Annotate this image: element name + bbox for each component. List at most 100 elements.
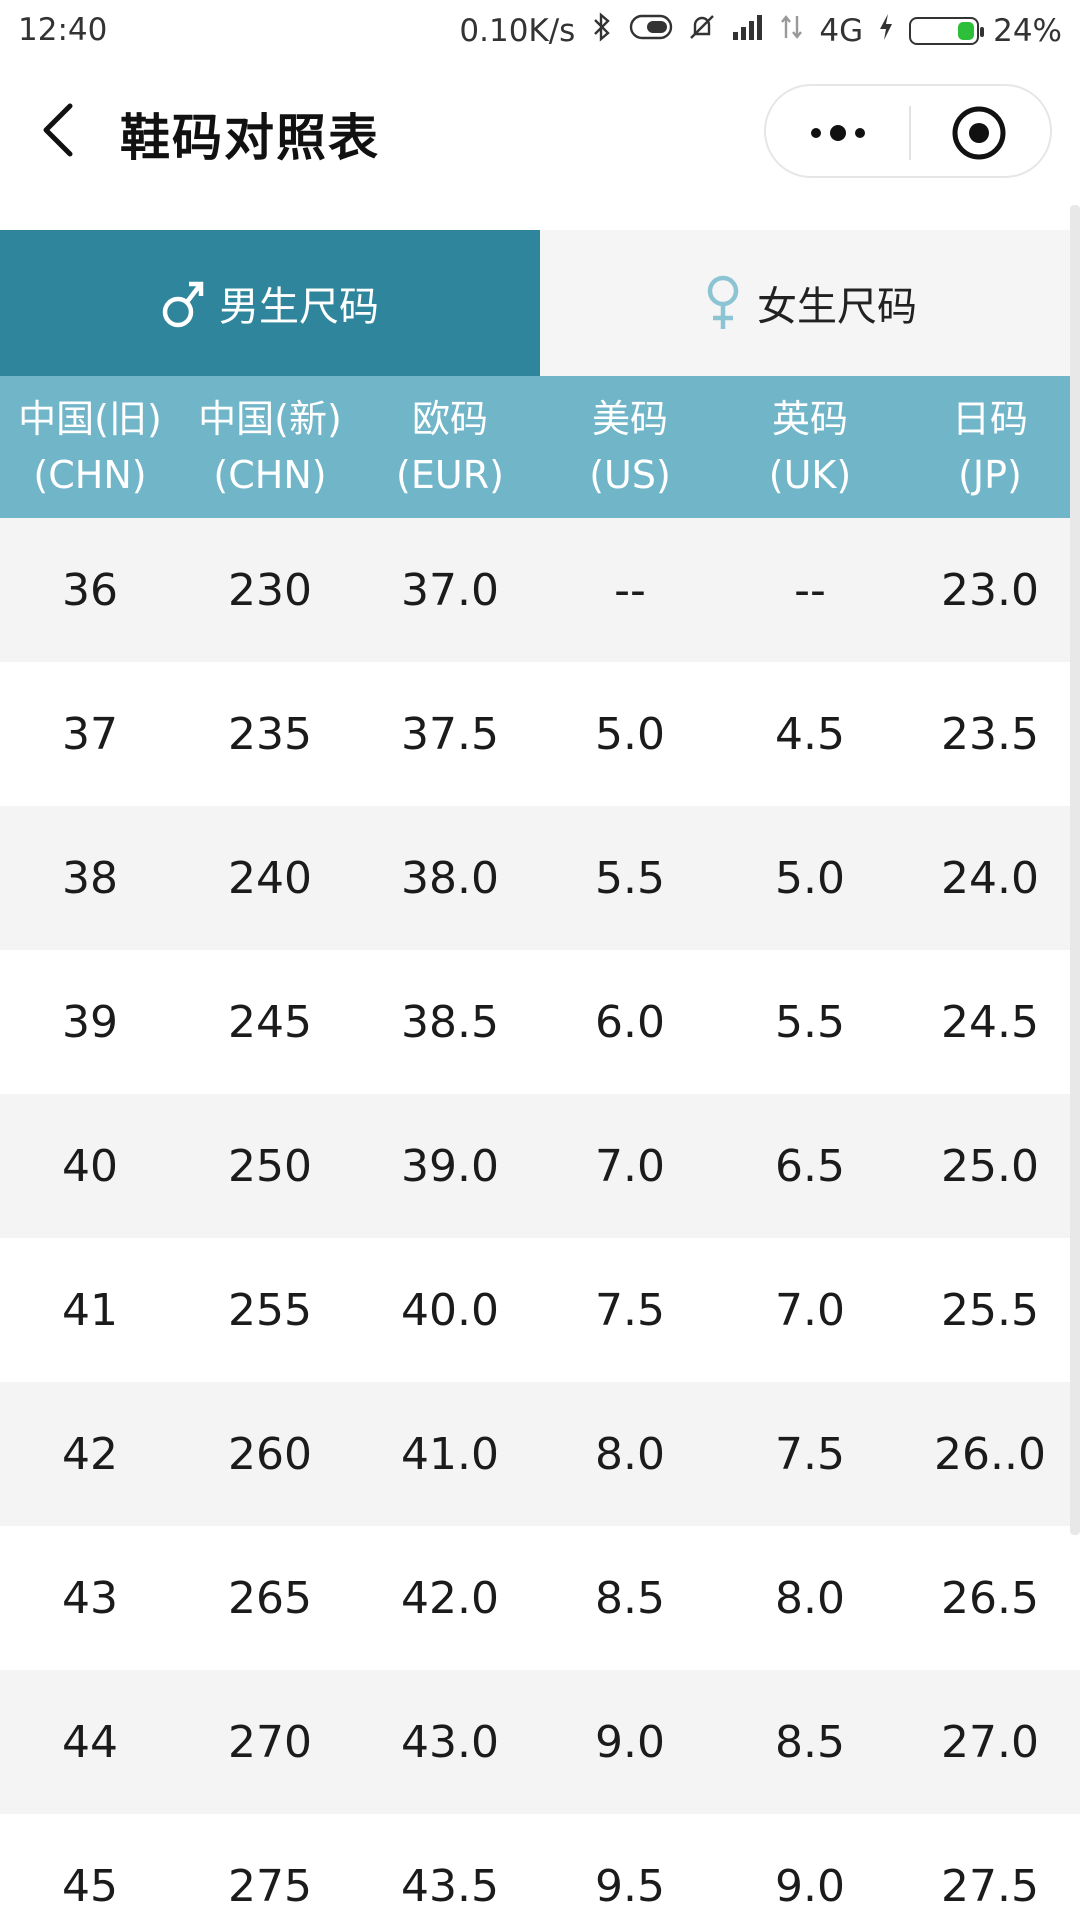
- table-cell: 40.0: [401, 1284, 499, 1336]
- header-name: 日码: [951, 397, 1028, 441]
- table-cell: 255: [228, 1284, 312, 1336]
- tab-male[interactable]: 男生尺码: [0, 230, 540, 376]
- table-cell: 26..0: [934, 1428, 1046, 1480]
- more-dots-icon: [810, 125, 865, 141]
- table-cell: 27.0: [941, 1716, 1039, 1768]
- status-time: 12:40: [18, 12, 108, 48]
- table-cell: 5.5: [595, 852, 665, 904]
- header-chn-old: 中国(旧) (CHN): [0, 376, 180, 518]
- table-cell: 24.5: [941, 996, 1039, 1048]
- table-cell: 38.0: [401, 852, 499, 904]
- table-cell: 43.5: [401, 1860, 499, 1912]
- header-us: 美码 (US): [540, 376, 720, 518]
- table-cell: 7.5: [775, 1428, 845, 1480]
- table-cell: 260: [228, 1428, 312, 1480]
- table-cell: 26.5: [941, 1572, 1039, 1624]
- header-eur: 欧码 (EUR): [360, 376, 540, 518]
- table-cell: 4.5: [775, 708, 845, 760]
- header-uk: 英码 (UK): [720, 376, 900, 518]
- close-button[interactable]: [907, 86, 1050, 180]
- table-cell: 37: [62, 708, 118, 760]
- female-icon: [707, 275, 739, 329]
- table-cell: 37.5: [401, 708, 499, 760]
- table-cell: 9.0: [595, 1716, 665, 1768]
- table-cell: 38: [62, 852, 118, 904]
- page-title: 鞋码对照表: [120, 109, 380, 167]
- table-row: 37 235 37.5 5.0 4.5 23.5: [0, 662, 1080, 806]
- table-cell: 230: [228, 564, 312, 616]
- table-cell: 25.0: [941, 1140, 1039, 1192]
- table-cell: 245: [228, 996, 312, 1048]
- table-cell: 8.5: [595, 1572, 665, 1624]
- chevron-left-icon: [43, 103, 73, 157]
- table-row: 44 270 43.0 9.0 8.5 27.0: [0, 1670, 1080, 1814]
- table-cell: 36: [62, 564, 118, 616]
- header-code: (JP): [958, 453, 1022, 497]
- table-cell: 39: [62, 996, 118, 1048]
- table-cell: 41.0: [401, 1428, 499, 1480]
- status-bar: 12:40 0.10K/s 4G 24%: [0, 0, 1080, 62]
- table-cell: 24.0: [941, 852, 1039, 904]
- more-button[interactable]: [766, 86, 909, 180]
- table-cell: 42: [62, 1428, 118, 1480]
- table-cell: 6.5: [775, 1140, 845, 1192]
- table-cell: 8.5: [775, 1716, 845, 1768]
- header-name: 美码: [591, 397, 668, 441]
- header-code: (UK): [768, 453, 852, 497]
- table-row: 41 255 40.0 7.5 7.0 25.5: [0, 1238, 1080, 1382]
- table-cell: 42.0: [401, 1572, 499, 1624]
- table-cell: 25.5: [941, 1284, 1039, 1336]
- table-cell: 43: [62, 1572, 118, 1624]
- back-button[interactable]: [36, 100, 86, 160]
- header-name: 欧码: [411, 397, 488, 441]
- battery-icon: [909, 16, 985, 45]
- table-cell: 37.0: [401, 564, 499, 616]
- tab-female-label: 女生尺码: [757, 284, 917, 330]
- table-cell: 43.0: [401, 1716, 499, 1768]
- target-circle-icon: [952, 106, 1005, 160]
- table-cell: 7.0: [595, 1140, 665, 1192]
- signal-icon: [779, 12, 805, 49]
- tab-male-label: 男生尺码: [219, 284, 379, 330]
- charging-icon: [877, 12, 895, 49]
- table-body: 36 230 37.0 -- -- 23.0 37 235 37.5 5.0 4.5 23.5 38 24…: [0, 518, 1080, 1920]
- network-type: 4G: [819, 12, 864, 49]
- header-code: (CHN): [33, 453, 147, 497]
- header-code: (US): [589, 453, 671, 497]
- table-row: 42 260 41.0 8.0 7.5 26..0: [0, 1382, 1080, 1526]
- net-speed: 0.10K/s: [459, 12, 576, 49]
- table-row: 39 245 38.5 6.0 5.5 24.5: [0, 950, 1080, 1094]
- table-cell: 7.5: [595, 1284, 665, 1336]
- table-header: 中国(旧) (CHN) 中国(新) (CHN) 欧码 (EUR) 美码 (US)…: [0, 376, 1080, 518]
- table-cell: --: [794, 564, 826, 616]
- header-code: (CHN): [213, 453, 327, 497]
- table-cell: 8.0: [775, 1572, 845, 1624]
- table-cell: 275: [228, 1860, 312, 1912]
- table-cell: 39.0: [401, 1140, 499, 1192]
- table-cell: 27.5: [941, 1860, 1039, 1912]
- gender-tabs: 男生尺码 女生尺码: [0, 230, 1080, 376]
- capsule-divider: [909, 106, 911, 160]
- toggle-icon: [629, 13, 673, 48]
- table-row: 45 275 43.5 9.5 9.0 27.5: [0, 1814, 1080, 1920]
- table-cell: 8.0: [595, 1428, 665, 1480]
- nav-bar: 鞋码对照表: [0, 62, 1080, 202]
- bluetooth-icon: [589, 12, 615, 49]
- tab-female[interactable]: 女生尺码: [540, 230, 1080, 376]
- header-chn-new: 中国(新) (CHN): [180, 376, 360, 518]
- table-row: 38 240 38.0 5.5 5.0 24.0: [0, 806, 1080, 950]
- battery-percent: 24%: [993, 12, 1062, 49]
- scrollbar[interactable]: [1070, 205, 1080, 1535]
- table-row: 36 230 37.0 -- -- 23.0: [0, 518, 1080, 662]
- table-cell: --: [614, 564, 646, 616]
- table-cell: 5.5: [775, 996, 845, 1048]
- header-name: 中国(新): [198, 397, 342, 441]
- table-cell: 23.5: [941, 708, 1039, 760]
- table-cell: 40: [62, 1140, 118, 1192]
- table-cell: 240: [228, 852, 312, 904]
- table-cell: 44: [62, 1716, 118, 1768]
- table-cell: 270: [228, 1716, 312, 1768]
- table-cell: 45: [62, 1860, 118, 1912]
- header-name: 英码: [771, 397, 848, 441]
- status-right: 0.10K/s 4G 24%: [459, 12, 1062, 49]
